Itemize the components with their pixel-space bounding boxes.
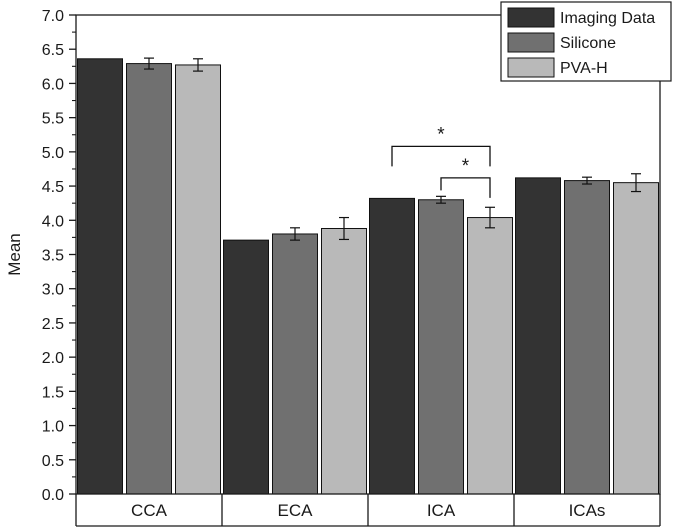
x-tick-label: ICAs — [569, 501, 606, 520]
y-tick-label: 3.0 — [42, 282, 64, 299]
legend-label: Silicone — [560, 35, 616, 52]
bar — [418, 199, 464, 495]
bar — [564, 180, 610, 495]
legend: Imaging Data Silicone PVA-H — [500, 1, 672, 82]
legend-label: Imaging Data — [560, 10, 655, 27]
y-tick-label: 6.5 — [42, 42, 64, 59]
bar — [321, 227, 367, 495]
legend-swatch — [507, 57, 555, 78]
significance-bracket — [391, 145, 491, 167]
bar — [223, 239, 269, 495]
legend-swatch — [507, 7, 555, 28]
y-tick-label: 5.0 — [42, 145, 64, 162]
bar — [369, 197, 415, 495]
bar — [77, 58, 123, 495]
x-tick-label: CCA — [131, 501, 168, 520]
bar — [467, 217, 513, 495]
y-tick-label: 3.5 — [42, 248, 64, 265]
y-tick-label: 0.5 — [42, 453, 64, 470]
y-tick-label: 0.0 — [42, 487, 64, 504]
y-axis-label: Mean — [5, 233, 24, 276]
y-tick-label: 4.0 — [42, 213, 64, 230]
y-tick-label: 2.0 — [42, 350, 64, 367]
bars — [77, 58, 659, 495]
bar — [515, 177, 561, 495]
y-tick-label: 5.5 — [42, 111, 64, 128]
y-tick-label: 7.0 — [42, 8, 64, 25]
legend-swatch — [507, 32, 555, 53]
legend-label: PVA-H — [560, 60, 608, 77]
y-tick-label: 1.5 — [42, 384, 64, 401]
x-tick-label: ECA — [278, 501, 314, 520]
y-tick-label: 6.0 — [42, 76, 64, 93]
x-axis: CCA ECA ICA ICAs — [75, 494, 661, 527]
bar — [126, 63, 172, 495]
significance-annotations: ** — [391, 124, 491, 198]
y-tick-label: 1.0 — [42, 419, 64, 436]
error-bars — [144, 57, 641, 241]
bar — [272, 233, 318, 495]
y-axis: 0.0 0.5 1.0 1.5 2.0 2.5 3.0 3.5 4.0 4.5 5.0 5.5 6.0 6… — [42, 8, 76, 504]
significance-marker: * — [462, 156, 470, 177]
y-tick-label: 2.5 — [42, 316, 64, 333]
y-tick-label: 4.5 — [42, 179, 64, 196]
plot-frame — [75, 14, 661, 495]
x-tick-label: ICA — [427, 501, 456, 520]
significance-bracket — [440, 177, 491, 198]
bar — [613, 182, 659, 495]
bar — [175, 64, 221, 495]
significance-marker: * — [437, 124, 445, 145]
